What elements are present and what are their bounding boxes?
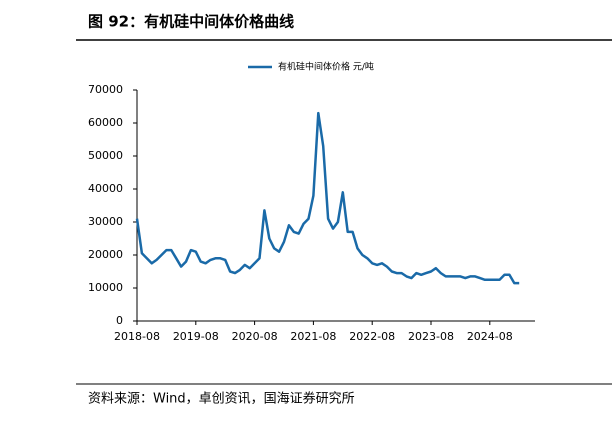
y-tick-label: 60000	[88, 116, 123, 129]
x-tick-label: 2022-08	[349, 330, 395, 343]
x-tick-label: 2024-08	[467, 330, 513, 343]
source: 资料来源：Wind，卓创资讯，国海证券研究所	[88, 391, 355, 407]
y-tick-label: 30000	[88, 215, 123, 228]
series-line	[135, 111, 520, 285]
y-tick-label: 10000	[88, 281, 123, 294]
x-tick-label: 2021-08	[290, 330, 336, 343]
x-tick-label: 2023-08	[408, 330, 454, 343]
x-tick-label: 2018-08	[114, 330, 160, 343]
x-tick-label: 2019-08	[173, 330, 219, 343]
chart-title: 图 92：有机硅中间体价格曲线	[88, 13, 294, 31]
y-tick-label: 0	[116, 314, 123, 327]
x-tick-label: 2020-08	[232, 330, 278, 343]
legend-label: 有机硅中间体价格 元/吨	[278, 61, 374, 73]
y-tick-label: 70000	[88, 83, 123, 96]
y-tick-label: 40000	[88, 182, 123, 195]
y-tick-label: 50000	[88, 149, 123, 162]
y-tick-label: 20000	[88, 248, 123, 261]
